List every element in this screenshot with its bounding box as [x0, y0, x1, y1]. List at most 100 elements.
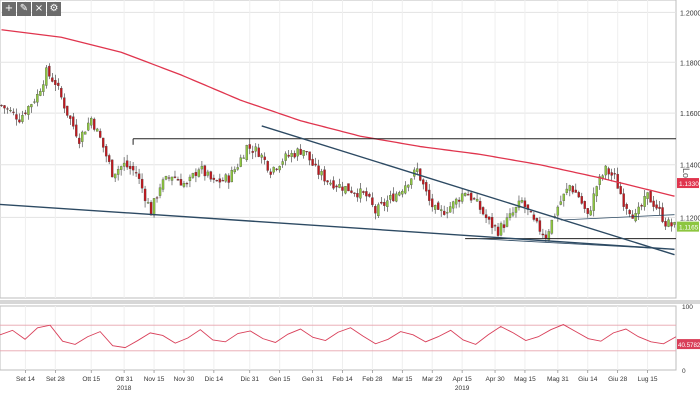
candle-down	[104, 146, 108, 157]
candle-up	[386, 200, 389, 207]
candle-down	[535, 218, 539, 222]
y-tick-label: 1.2000	[680, 10, 700, 17]
candle-up	[21, 115, 24, 122]
x-tick-label: Dic 14	[205, 376, 224, 383]
candle-up	[410, 178, 413, 186]
candle-up	[45, 67, 48, 86]
candle-down	[75, 124, 78, 137]
candle-up	[260, 154, 263, 158]
candle-down	[383, 202, 386, 206]
candle-down	[308, 151, 311, 161]
candle-down	[469, 192, 473, 201]
candle-up	[517, 200, 521, 208]
moving-average-line	[1, 29, 675, 197]
candle-down	[380, 201, 383, 204]
candle-up	[302, 150, 305, 156]
candle-up	[36, 94, 39, 103]
candle-up	[416, 168, 419, 172]
candle-down	[496, 226, 500, 236]
candle-up	[197, 169, 201, 177]
candle-up	[451, 201, 455, 209]
candle-up	[637, 206, 640, 215]
candle-down	[356, 193, 359, 198]
candle-up	[278, 166, 281, 171]
y-tick-label: 1.1200	[680, 215, 700, 222]
candle-down	[422, 179, 425, 185]
candle-up	[556, 206, 560, 216]
x-tick-label: Feb 14	[332, 376, 353, 383]
candle-down	[257, 147, 260, 157]
candle-down	[323, 169, 326, 182]
oscillator-badge	[677, 339, 700, 350]
price-badge	[677, 221, 699, 232]
trend-line	[477, 238, 675, 250]
candle-down	[149, 202, 153, 216]
candle-up	[191, 173, 195, 178]
candle-down	[502, 224, 506, 228]
candle-down	[371, 197, 374, 206]
candle-up	[90, 118, 93, 126]
candle-up	[329, 182, 332, 185]
trend-line	[560, 214, 675, 221]
close-icon[interactable]: ×	[32, 2, 46, 16]
candle-down	[616, 173, 619, 189]
candle-up	[514, 207, 518, 213]
oscillator-badge-label: 40.5782	[678, 342, 700, 349]
plus-icon[interactable]: +	[2, 2, 16, 16]
candle-up	[634, 213, 637, 222]
candle-up	[595, 186, 598, 197]
candle-up	[398, 192, 401, 196]
candle-up	[359, 188, 362, 199]
candle-down	[143, 188, 147, 202]
candle-down	[523, 200, 527, 208]
candle-down	[628, 210, 631, 215]
candle-down	[93, 118, 96, 130]
candle-down	[670, 222, 673, 227]
candle-up	[230, 170, 234, 183]
candle-down	[655, 204, 658, 209]
candle-down	[649, 191, 652, 203]
candle-down	[457, 199, 461, 202]
candle-down	[437, 202, 440, 210]
candle-up	[559, 201, 563, 205]
candle-down	[134, 172, 138, 174]
settings-icon[interactable]: ⚙	[47, 2, 61, 16]
candle-down	[128, 165, 132, 169]
candle-up	[445, 212, 449, 214]
candle-down	[607, 168, 610, 175]
x-tick-label: Mar 29	[422, 376, 443, 383]
candle-up	[113, 173, 117, 179]
x-tick-label: Lug 15	[638, 376, 658, 383]
oscillator-line	[0, 324, 677, 349]
candle-down	[57, 82, 60, 86]
candle-down	[487, 216, 491, 220]
candle-up	[281, 161, 284, 165]
candle-up	[30, 104, 33, 108]
candle-down	[63, 97, 66, 109]
candle-down	[481, 207, 485, 215]
x-tick-label: Mag 31	[547, 376, 569, 383]
candle-up	[116, 169, 120, 175]
candle-up	[290, 152, 293, 157]
candle-down	[176, 179, 180, 181]
pencil-icon[interactable]: ✎	[17, 2, 31, 16]
candle-up	[646, 192, 649, 199]
candle-down	[652, 200, 655, 207]
candle-down	[428, 189, 431, 201]
candle-down	[431, 198, 434, 208]
candle-down	[140, 178, 144, 189]
x-tick-label: Apr 30	[485, 376, 505, 383]
candle-up	[401, 190, 404, 195]
x-tick-label: Feb 28	[362, 376, 383, 383]
candle-down	[541, 233, 545, 236]
candle-up	[272, 166, 275, 173]
candles	[0, 63, 676, 243]
candle-down	[577, 192, 580, 198]
candle-up	[119, 166, 123, 170]
candle-down	[275, 168, 278, 170]
candle-down	[194, 172, 198, 176]
candle-up	[296, 148, 299, 157]
candle-down	[625, 204, 628, 209]
